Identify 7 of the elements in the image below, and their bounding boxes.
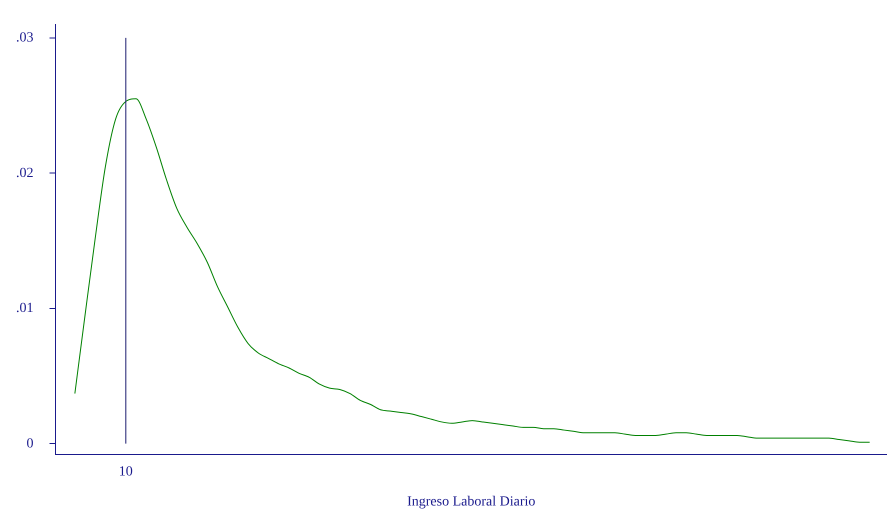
line-series <box>74 98 870 443</box>
y-tick-label: .03 <box>16 30 34 46</box>
x-tick-label: 10 <box>118 464 133 480</box>
x-axis-title: Ingreso Laboral Diario <box>407 494 536 510</box>
y-tick-label: 0 <box>26 436 34 452</box>
y-tick-label: .02 <box>16 166 34 181</box>
y-tick-label: .01 <box>16 301 34 316</box>
